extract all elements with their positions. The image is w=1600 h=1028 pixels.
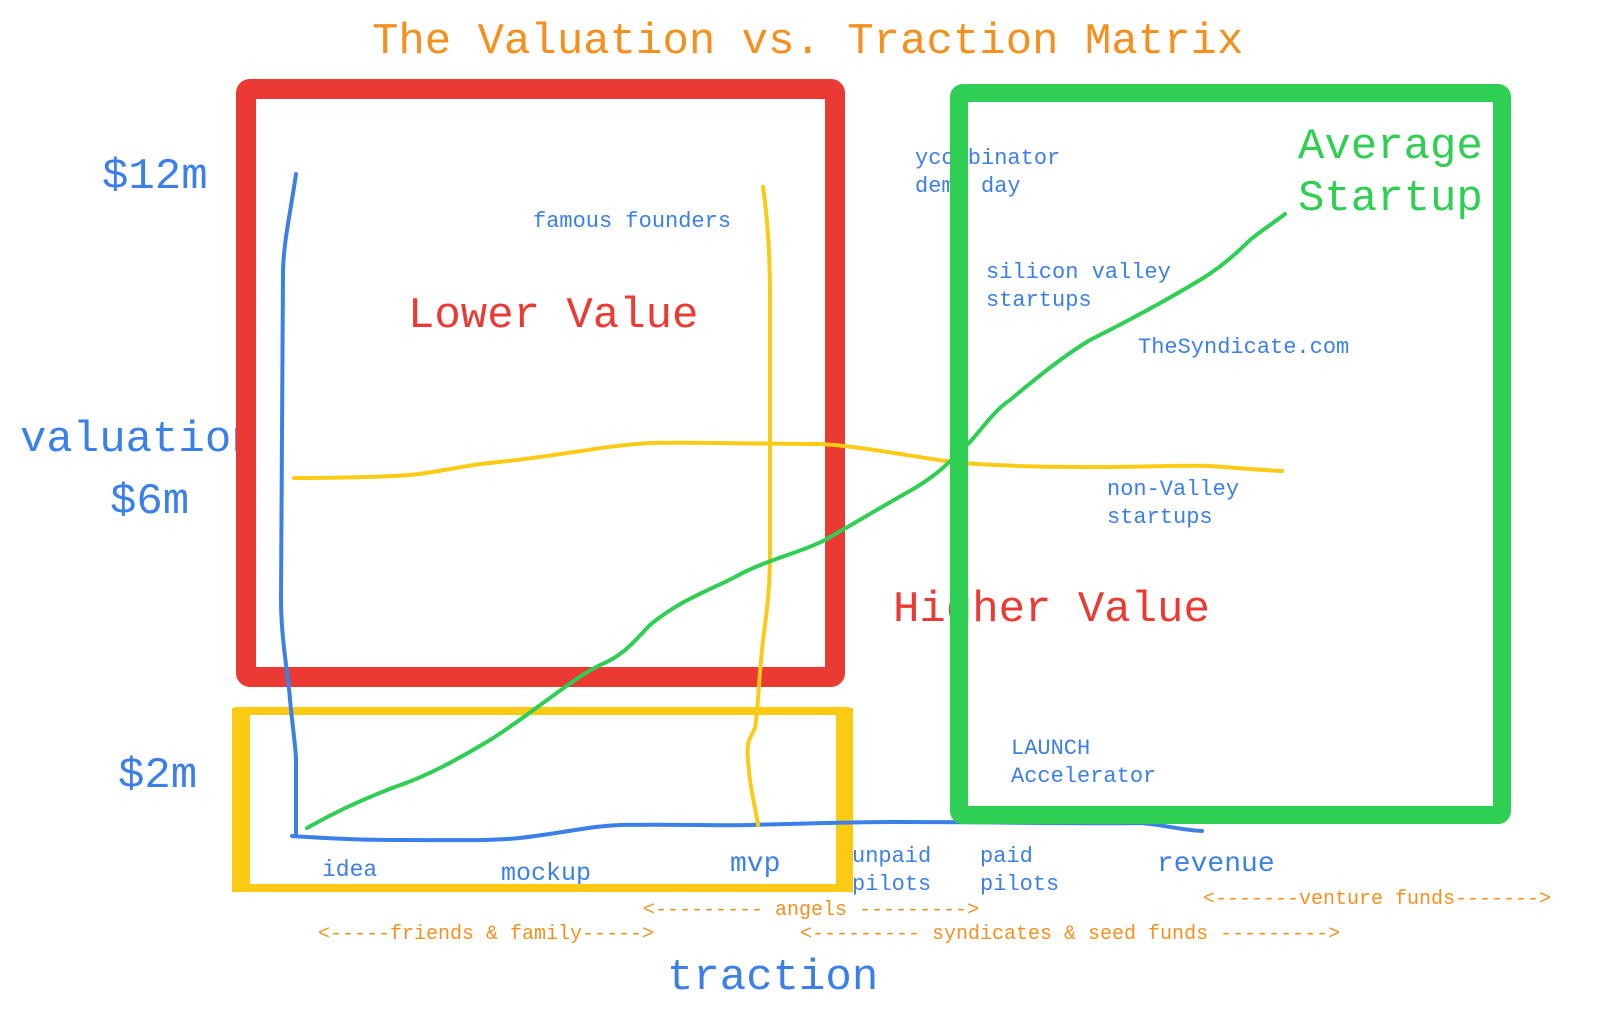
stage-mvp: mvp bbox=[730, 849, 781, 880]
famous-founders-note: famous founders bbox=[533, 209, 732, 234]
lower-value-box bbox=[236, 79, 845, 687]
green-trajectory-line bbox=[305, 212, 1287, 830]
blue-axis-line bbox=[279, 172, 1204, 843]
y-tick-6m: $6m bbox=[110, 477, 190, 527]
funding-friends-family: <-----friends & family-----> bbox=[318, 923, 655, 946]
stage-paid-pilots: paid pilots bbox=[980, 844, 1060, 897]
yellow-vertical-line bbox=[745, 185, 772, 827]
average-startup-box bbox=[950, 84, 1511, 824]
early-stage-box bbox=[232, 707, 852, 892]
stage-mockup: mockup bbox=[501, 859, 592, 888]
lower-value-label: Lower Value bbox=[408, 291, 699, 341]
early-stage-box-left-edge bbox=[232, 708, 250, 892]
silicon-valley-note: silicon valley startups bbox=[986, 260, 1171, 313]
non-valley-note: non-Valley startups bbox=[1107, 477, 1240, 530]
yellow-horizontal-line bbox=[292, 440, 1284, 480]
stage-unpaid-pilots: unpaid pilots bbox=[852, 844, 932, 897]
funding-syndicates-seed: <--------- syndicates & seed funds -----… bbox=[800, 923, 1341, 946]
diagram-title: The Valuation vs. Traction Matrix bbox=[372, 17, 1244, 67]
x-axis-label: traction bbox=[667, 953, 879, 1003]
funding-angels: <--------- angels ---------> bbox=[643, 899, 980, 922]
stage-idea: idea bbox=[322, 857, 378, 883]
y-axis-label: valuation bbox=[20, 415, 258, 465]
early-stage-box-right-edge bbox=[836, 708, 853, 892]
funding-venture: <-------venture funds-------> bbox=[1203, 888, 1552, 911]
higher-value-label: Higher Value bbox=[893, 585, 1210, 635]
launch-note: LAUNCH Accelerator bbox=[1011, 736, 1157, 789]
y-tick-12m: $12m bbox=[102, 152, 208, 202]
average-startup-label: Average Startup bbox=[1298, 122, 1483, 224]
y-tick-2m: $2m bbox=[118, 751, 198, 801]
stage-revenue: revenue bbox=[1157, 849, 1275, 880]
syndicate-note: TheSyndicate.com bbox=[1138, 335, 1350, 360]
